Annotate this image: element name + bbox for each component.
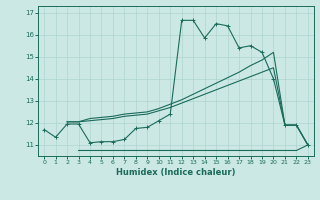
X-axis label: Humidex (Indice chaleur): Humidex (Indice chaleur) [116,168,236,177]
